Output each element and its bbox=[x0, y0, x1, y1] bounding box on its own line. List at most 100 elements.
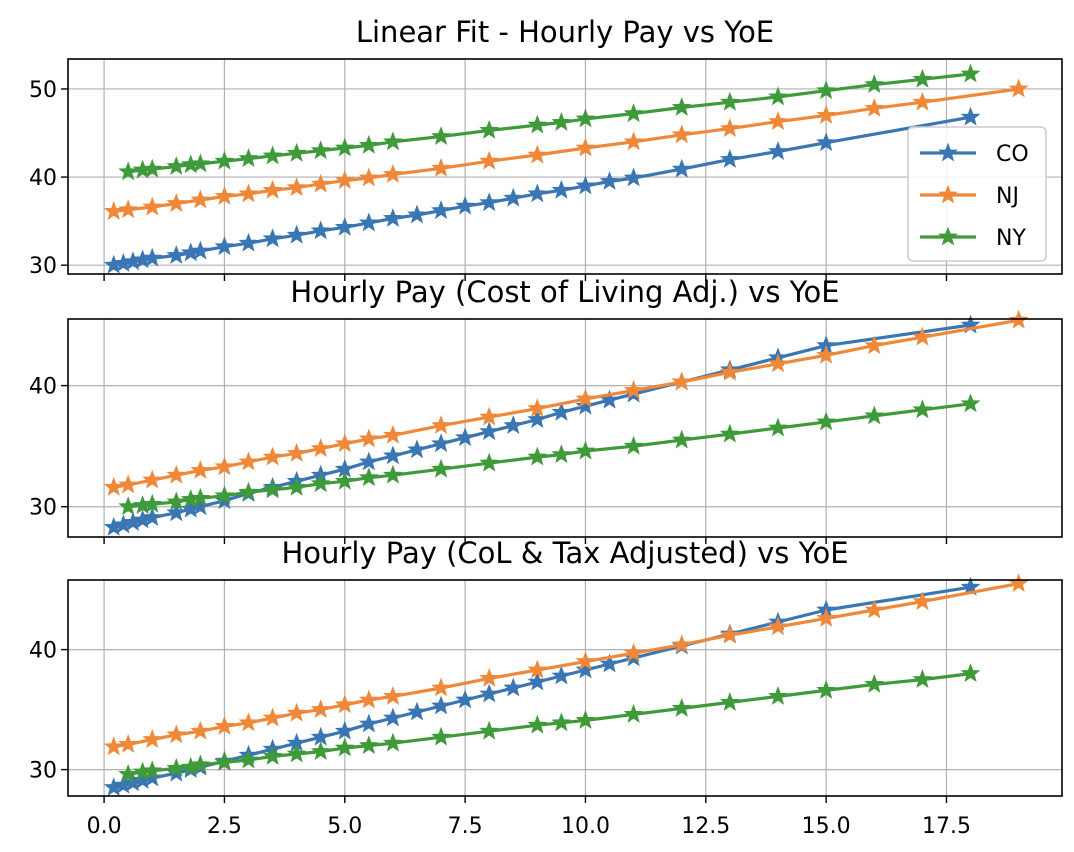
data-point-co bbox=[358, 212, 379, 232]
data-point-nj bbox=[190, 459, 211, 479]
series-co bbox=[103, 106, 981, 274]
series-ny bbox=[118, 63, 981, 181]
data-point-co bbox=[214, 236, 235, 256]
data-point-co bbox=[503, 677, 524, 697]
data-point-ny bbox=[623, 435, 644, 455]
x-tick-label: 0.0 bbox=[87, 814, 122, 839]
data-point-ny bbox=[575, 709, 596, 729]
data-point-ny bbox=[960, 393, 981, 413]
data-point-ny bbox=[286, 142, 307, 162]
data-point-ny bbox=[864, 673, 885, 693]
series-ny bbox=[118, 663, 981, 783]
data-point-nj bbox=[142, 729, 163, 749]
data-point-nj bbox=[768, 111, 788, 130]
data-point-nj bbox=[358, 428, 379, 448]
series-nj bbox=[103, 78, 1029, 220]
data-point-nj bbox=[912, 591, 933, 611]
data-point-co bbox=[671, 158, 692, 178]
data-point-nj bbox=[214, 186, 235, 205]
data-point-ny bbox=[166, 156, 187, 175]
data-point-ny bbox=[527, 446, 548, 466]
legend-label-ny: NY bbox=[996, 226, 1026, 251]
data-point-ny bbox=[671, 97, 692, 116]
data-point-ny bbox=[551, 112, 572, 131]
data-point-co bbox=[719, 149, 740, 168]
data-point-co bbox=[383, 208, 403, 227]
series-nj bbox=[103, 573, 1029, 756]
data-point-ny bbox=[118, 161, 139, 181]
data-point-nj bbox=[142, 196, 163, 216]
data-point-ny bbox=[118, 496, 139, 516]
data-point-co bbox=[575, 659, 596, 679]
data-point-ny bbox=[816, 679, 837, 699]
subplot-3: 30 40 Hourly Pay (CoL & Tax Adjusted) vs Y… bbox=[29, 536, 1063, 839]
data-point-ny bbox=[479, 452, 500, 472]
data-point-co bbox=[599, 171, 620, 190]
data-point-nj bbox=[479, 667, 500, 687]
data-point-ny bbox=[383, 464, 403, 484]
data-point-co bbox=[816, 132, 837, 152]
series-ny bbox=[118, 393, 981, 516]
y-tick-label: 40 bbox=[29, 375, 57, 400]
x-tick-label: 5.0 bbox=[327, 814, 362, 839]
data-point-nj bbox=[623, 642, 644, 662]
data-point-nj bbox=[262, 179, 283, 199]
data-point-ny bbox=[719, 691, 740, 711]
data-point-nj bbox=[1008, 78, 1029, 98]
data-point-nj bbox=[238, 451, 259, 471]
data-point-co bbox=[575, 395, 596, 415]
data-point-co bbox=[142, 507, 163, 527]
data-point-nj bbox=[190, 720, 211, 740]
data-point-ny bbox=[238, 481, 259, 501]
data-point-ny bbox=[671, 429, 692, 449]
legend-label-nj: NJ bbox=[996, 184, 1019, 209]
data-point-co bbox=[551, 665, 572, 685]
data-point-co bbox=[503, 187, 524, 207]
data-point-ny bbox=[768, 417, 788, 437]
data-point-nj bbox=[912, 91, 933, 111]
data-point-ny bbox=[214, 150, 235, 170]
data-point-ny bbox=[912, 399, 933, 419]
data-point-co bbox=[551, 179, 572, 199]
data-point-ny bbox=[334, 470, 355, 490]
data-point-co bbox=[407, 439, 427, 459]
data-point-co bbox=[455, 689, 476, 709]
data-point-ny bbox=[912, 68, 933, 88]
data-point-ny bbox=[286, 476, 307, 496]
data-point-co bbox=[479, 421, 500, 441]
data-point-co bbox=[527, 183, 548, 203]
data-point-co bbox=[407, 701, 427, 721]
data-point-nj bbox=[166, 724, 187, 744]
y-tick-label: 30 bbox=[29, 496, 57, 521]
subplot-title: Hourly Pay (Cost of Living Adj.) vs YoE bbox=[290, 275, 839, 309]
data-point-co bbox=[960, 106, 981, 126]
data-point-ny bbox=[310, 473, 331, 493]
data-point-nj bbox=[431, 415, 451, 435]
data-point-nj bbox=[286, 702, 307, 722]
data-point-nj bbox=[383, 424, 403, 444]
data-point-nj bbox=[479, 406, 500, 426]
data-point-nj bbox=[142, 469, 163, 489]
data-point-ny bbox=[623, 103, 644, 123]
data-point-ny bbox=[816, 80, 837, 100]
data-point-nj bbox=[864, 97, 885, 117]
data-point-ny bbox=[575, 440, 596, 460]
axes-frame bbox=[67, 318, 1063, 538]
data-point-co bbox=[431, 200, 451, 219]
data-point-co bbox=[166, 245, 187, 264]
legend-marker-nj bbox=[938, 184, 958, 204]
data-point-nj bbox=[383, 685, 403, 705]
data-point-nj bbox=[527, 144, 548, 164]
legend-label-co: CO bbox=[996, 142, 1029, 167]
data-point-nj bbox=[103, 736, 124, 756]
y-tick-label: 30 bbox=[29, 254, 57, 279]
y-tick-label: 50 bbox=[29, 78, 57, 103]
data-point-nj bbox=[912, 326, 933, 346]
data-point-nj bbox=[190, 189, 211, 209]
data-point-nj bbox=[527, 398, 548, 418]
data-point-ny bbox=[166, 757, 187, 777]
data-point-nj bbox=[575, 388, 596, 408]
data-point-co bbox=[383, 445, 403, 465]
data-point-co bbox=[527, 671, 548, 691]
